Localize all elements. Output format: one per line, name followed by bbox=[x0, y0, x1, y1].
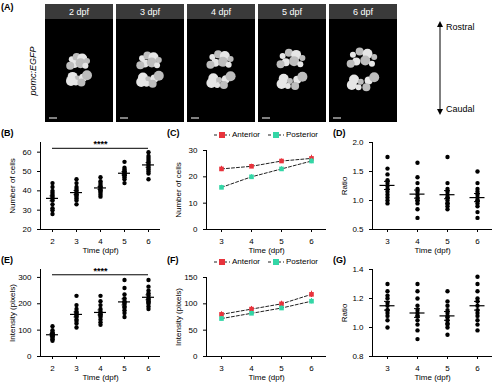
svg-text:6: 6 bbox=[309, 364, 314, 373]
svg-text:3: 3 bbox=[219, 237, 224, 246]
svg-text:5: 5 bbox=[279, 237, 284, 247]
svg-text:0.5: 0.5 bbox=[352, 225, 364, 234]
svg-text:5: 5 bbox=[279, 364, 284, 374]
svg-text:30: 30 bbox=[189, 146, 198, 155]
svg-text:****: **** bbox=[93, 266, 108, 276]
svg-text:3: 3 bbox=[219, 364, 224, 373]
svg-text:0.8: 0.8 bbox=[352, 352, 364, 361]
svg-text:2 dpf: 2 dpf bbox=[69, 7, 90, 17]
svg-text:20: 20 bbox=[23, 225, 32, 234]
svg-text:5: 5 bbox=[445, 364, 450, 374]
svg-text:Intensity (pixels): Intensity (pixels) bbox=[174, 288, 183, 346]
svg-text:4: 4 bbox=[415, 364, 420, 374]
svg-text:Time (dpf): Time (dpf) bbox=[82, 246, 118, 255]
svg-text:Caudal: Caudal bbox=[446, 104, 475, 114]
svg-text:6: 6 bbox=[475, 364, 480, 373]
svg-text:3: 3 bbox=[385, 237, 390, 246]
svg-text:1.4: 1.4 bbox=[352, 265, 364, 274]
svg-text:Ratio: Ratio bbox=[340, 303, 349, 322]
svg-text:10: 10 bbox=[189, 199, 198, 208]
svg-text:pomc:EGFP: pomc:EGFP bbox=[28, 46, 38, 96]
svg-text:4: 4 bbox=[98, 364, 103, 374]
svg-text:150: 150 bbox=[184, 273, 198, 282]
svg-text:0: 0 bbox=[27, 352, 32, 361]
svg-text:300: 300 bbox=[18, 273, 32, 282]
svg-text:1.0: 1.0 bbox=[352, 323, 364, 332]
svg-text:5: 5 bbox=[122, 237, 127, 246]
svg-text:Number of cells: Number of cells bbox=[8, 158, 17, 214]
svg-text:4 dpf: 4 dpf bbox=[211, 7, 232, 17]
svg-text:50: 50 bbox=[23, 167, 32, 176]
svg-text:Time (dpf): Time (dpf) bbox=[414, 373, 450, 382]
svg-text:Time (dpf): Time (dpf) bbox=[248, 246, 284, 255]
svg-text:0: 0 bbox=[193, 225, 198, 234]
svg-text:4: 4 bbox=[249, 364, 254, 374]
svg-text:1.0: 1.0 bbox=[352, 196, 364, 205]
svg-text:Time (dpf): Time (dpf) bbox=[82, 373, 118, 382]
svg-text:100: 100 bbox=[18, 326, 32, 335]
svg-text:Time (dpf): Time (dpf) bbox=[248, 373, 284, 382]
svg-text:Intensity (pixels): Intensity (pixels) bbox=[8, 284, 17, 342]
svg-text:60: 60 bbox=[23, 148, 32, 157]
svg-text:4: 4 bbox=[98, 237, 103, 247]
svg-text:30: 30 bbox=[23, 206, 32, 215]
html-text:(D): (D) bbox=[333, 128, 346, 138]
svg-text:6: 6 bbox=[146, 237, 151, 246]
svg-text:50: 50 bbox=[189, 326, 198, 335]
svg-text:Number of cells: Number of cells bbox=[174, 162, 183, 218]
html-text:(G): (G) bbox=[333, 255, 346, 265]
svg-text:6 dpf: 6 dpf bbox=[353, 7, 374, 17]
svg-text:3: 3 bbox=[74, 237, 79, 246]
svg-text:2.0: 2.0 bbox=[352, 138, 364, 147]
svg-text:0: 0 bbox=[193, 352, 198, 361]
html-text:Posterior: Posterior bbox=[286, 130, 318, 139]
svg-text:1.5: 1.5 bbox=[352, 167, 364, 176]
html-text:(E): (E) bbox=[1, 255, 13, 265]
html-text:Anterior: Anterior bbox=[232, 257, 260, 266]
svg-text:Time (dpf): Time (dpf) bbox=[414, 246, 450, 255]
html-text:Posterior: Posterior bbox=[286, 257, 318, 266]
svg-text:6: 6 bbox=[309, 237, 314, 246]
svg-text:5: 5 bbox=[445, 237, 450, 247]
svg-text:6: 6 bbox=[146, 364, 151, 373]
svg-text:100: 100 bbox=[184, 299, 198, 308]
svg-text:****: **** bbox=[93, 139, 108, 149]
html-text:(B): (B) bbox=[1, 128, 14, 138]
svg-text:3: 3 bbox=[74, 364, 79, 373]
svg-text:2: 2 bbox=[50, 237, 55, 246]
svg-text:Rostral: Rostral bbox=[446, 22, 475, 32]
svg-text:(A): (A) bbox=[1, 2, 14, 12]
svg-text:3 dpf: 3 dpf bbox=[140, 7, 161, 17]
svg-text:200: 200 bbox=[18, 299, 32, 308]
svg-text:5 dpf: 5 dpf bbox=[282, 7, 303, 17]
svg-text:4: 4 bbox=[249, 237, 254, 247]
svg-text:2: 2 bbox=[50, 364, 55, 373]
svg-text:4: 4 bbox=[415, 237, 420, 247]
svg-text:Ratio: Ratio bbox=[340, 176, 349, 195]
svg-text:20: 20 bbox=[189, 172, 198, 181]
html-text:Anterior: Anterior bbox=[232, 130, 260, 139]
html-text:(C): (C) bbox=[167, 128, 180, 138]
svg-text:3: 3 bbox=[385, 364, 390, 373]
svg-text:40: 40 bbox=[23, 186, 32, 195]
svg-text:6: 6 bbox=[475, 237, 480, 246]
svg-text:1.2: 1.2 bbox=[352, 294, 364, 303]
html-text:(F): (F) bbox=[167, 255, 179, 265]
svg-text:5: 5 bbox=[122, 364, 127, 373]
